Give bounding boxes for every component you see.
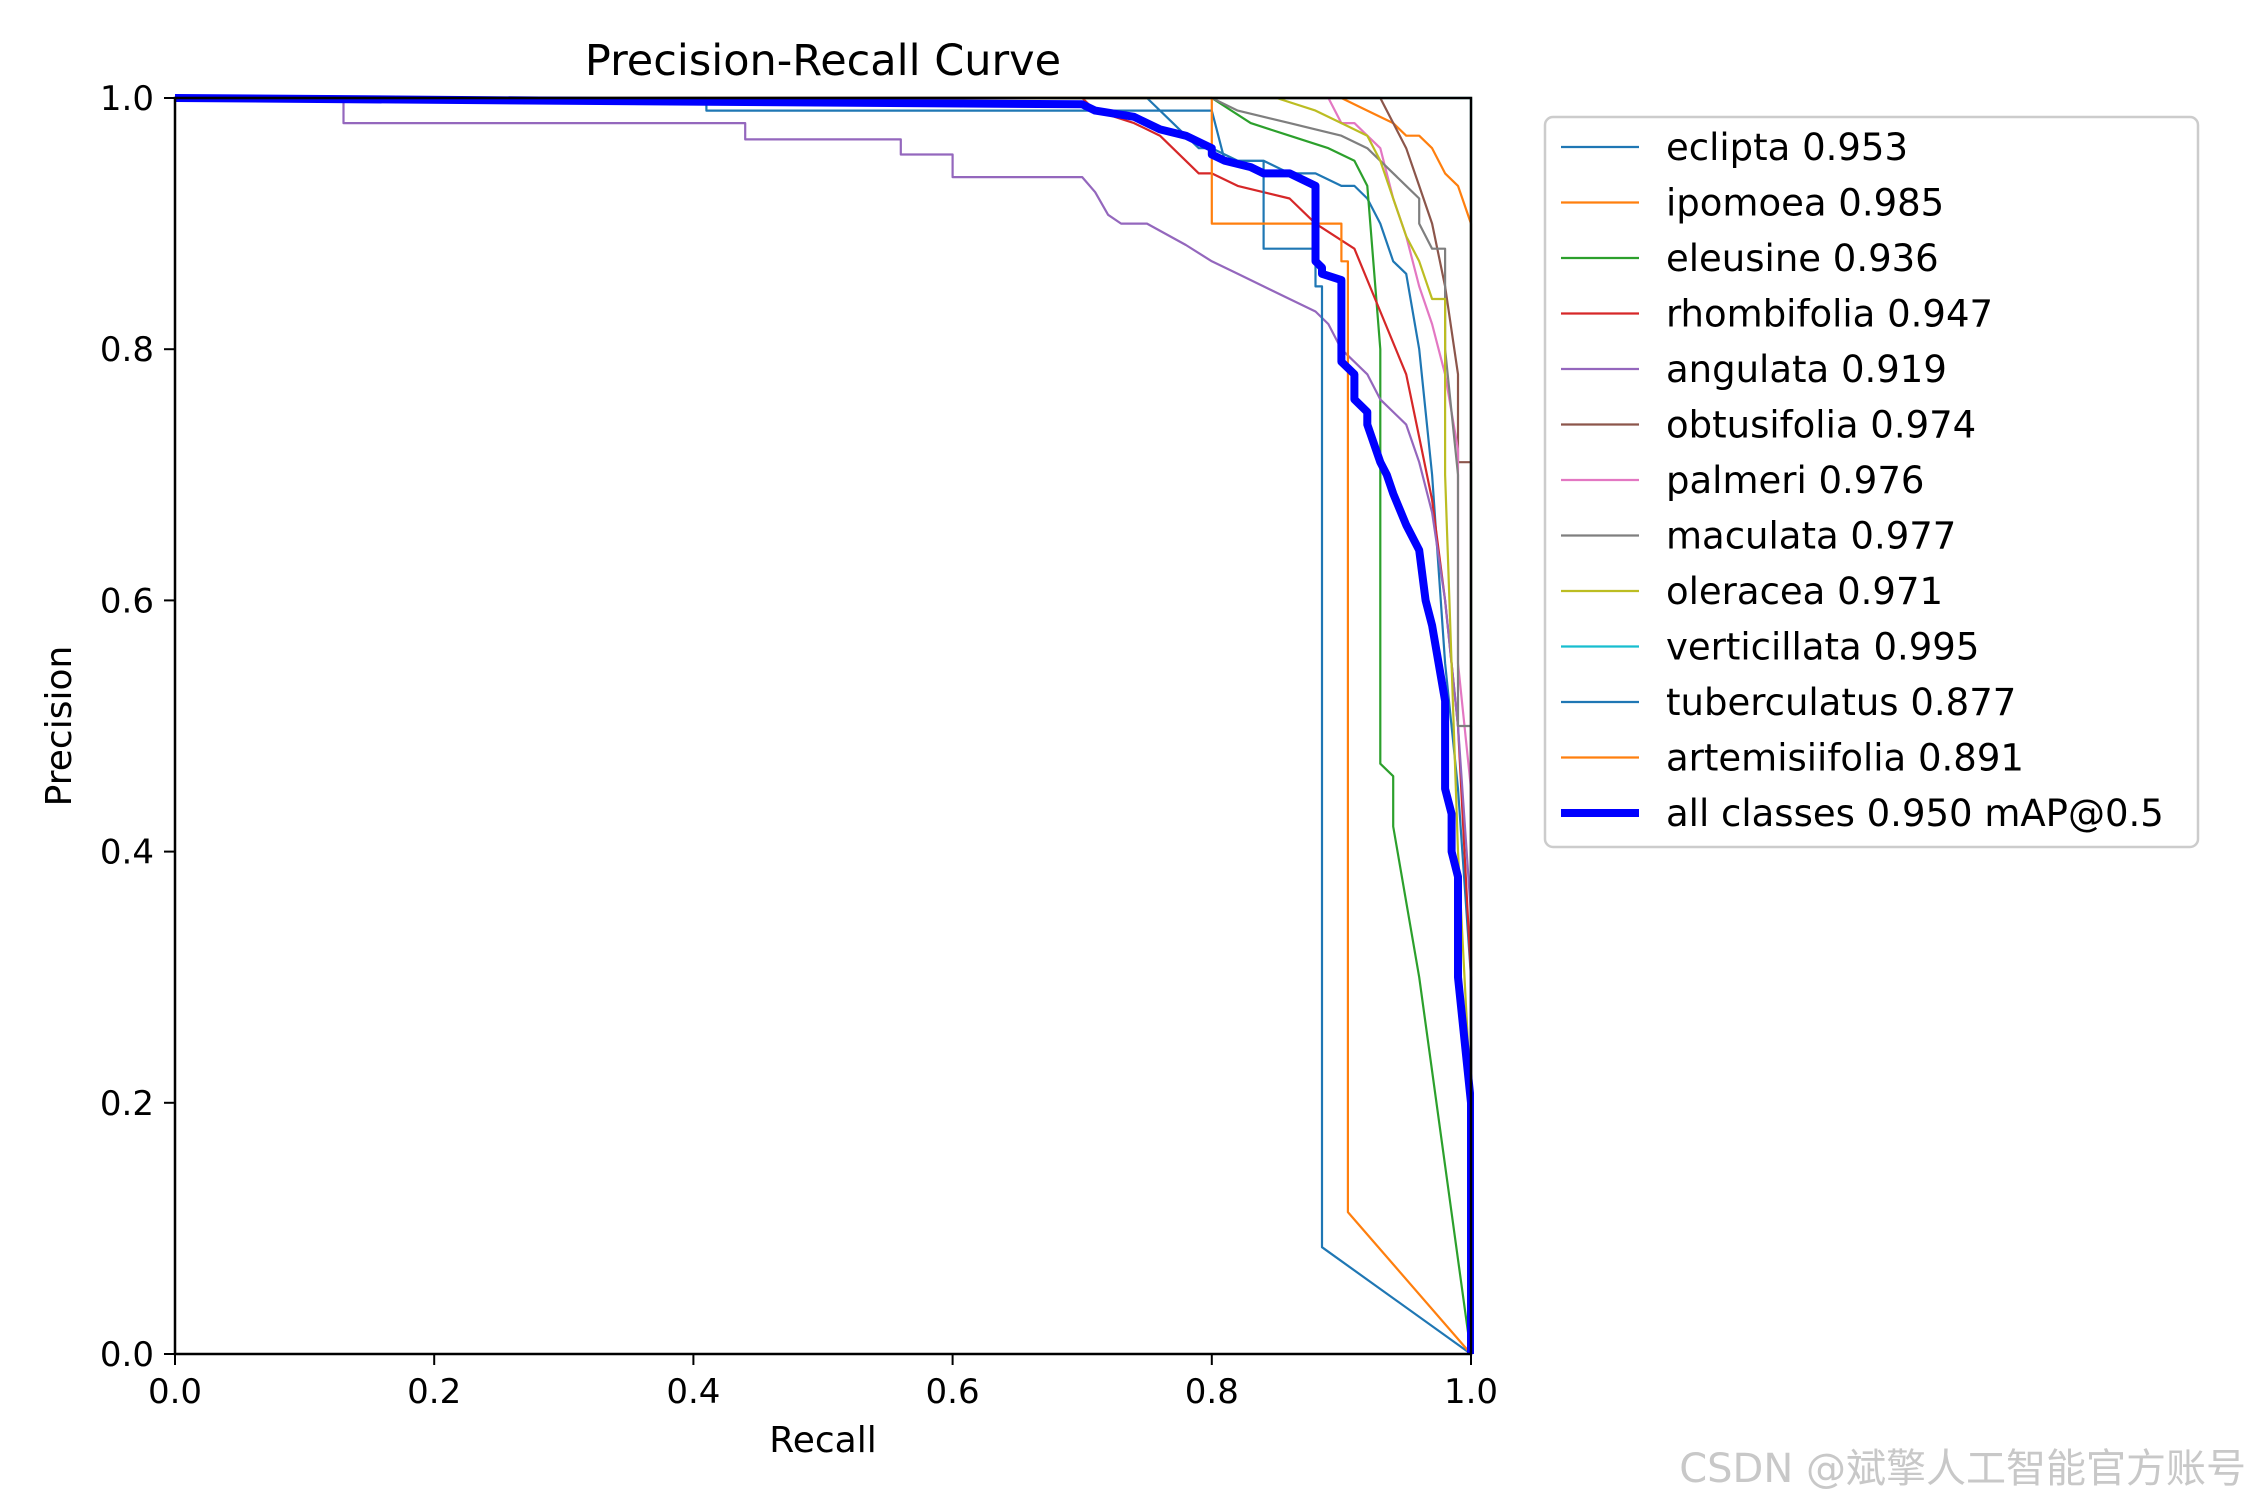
series-line-artemisiifolia <box>175 96 1472 1355</box>
series-line-verticillata <box>175 96 1473 1354</box>
x-tick-label: 0.2 <box>407 1372 461 1412</box>
legend-box <box>1543 115 2200 849</box>
y-tick-label: 1.0 <box>100 79 154 119</box>
y-tick-label: 0.6 <box>100 581 154 621</box>
series-line-all-classes <box>174 94 1474 1354</box>
y-tick-label: 0.2 <box>100 1084 154 1124</box>
x-tick-label: 0.8 <box>1185 1372 1239 1412</box>
legend-label-eleusine: eleusine 0.936 <box>1666 237 1939 280</box>
legend-label-palmeri: palmeri 0.976 <box>1666 459 1924 502</box>
y-axis-title: Precision <box>39 646 80 807</box>
watermark-text: CSDN @斌擎人工智能官方账号 <box>1679 1446 2246 1492</box>
series-line-ipomoea <box>175 96 1473 1354</box>
series-line-tuberculatus <box>175 96 1472 1355</box>
legend-label-maculata: maculata 0.977 <box>1666 515 1956 558</box>
legend-label-eclipta: eclipta 0.953 <box>1666 126 1908 169</box>
legend: eclipta 0.953 ipomoea 0.985 eleusine 0.936… <box>1543 115 2200 849</box>
y-tick-label: 0.4 <box>100 833 154 873</box>
y-axis: 0.0 0.2 0.4 0.6 0.8 1.0 <box>100 79 175 1375</box>
series-layer <box>174 94 1474 1355</box>
x-tick-label: 0.6 <box>926 1372 980 1412</box>
legend-label-verticillata: verticillata 0.995 <box>1666 626 1979 669</box>
legend-label-rhombifolia: rhombifolia 0.947 <box>1666 293 1993 336</box>
series-line-obtusifolia <box>175 96 1473 1354</box>
y-tick-label: 0.8 <box>100 330 154 370</box>
x-axis: 0.0 0.2 0.4 0.6 0.8 1.0 <box>148 1354 1498 1412</box>
x-axis-title: Recall <box>769 1420 876 1461</box>
legend-label-obtusifolia: obtusifolia 0.974 <box>1666 404 1976 447</box>
legend-label-oleracea: oleracea 0.971 <box>1666 570 1943 613</box>
series-line-palmeri <box>175 96 1473 1354</box>
legend-label-angulata: angulata 0.919 <box>1666 348 1947 391</box>
series-line-angulata <box>175 96 1473 1354</box>
chart-title: Precision-Recall Curve <box>585 36 1061 86</box>
plot-frame <box>173 96 1473 1356</box>
series-line-oleracea <box>175 96 1473 1354</box>
legend-label-ipomoea: ipomoea 0.985 <box>1666 182 1944 225</box>
x-tick-label: 1.0 <box>1444 1372 1498 1412</box>
legend-label-artemisiifolia: artemisiifolia 0.891 <box>1666 737 2024 780</box>
y-tick-label: 0.0 <box>100 1335 154 1375</box>
legend-label-all-classes: all classes 0.950 mAP@0.5 <box>1666 792 2164 835</box>
x-tick-label: 0.4 <box>666 1372 720 1412</box>
x-tick-label: 0.0 <box>148 1372 202 1412</box>
series-line-maculata <box>175 96 1473 1354</box>
series-line-eclipta <box>175 96 1473 1354</box>
legend-label-tuberculatus: tuberculatus 0.877 <box>1666 681 2016 724</box>
series-line-rhombifolia <box>175 96 1473 1354</box>
series-line-eleusine <box>175 96 1473 1355</box>
